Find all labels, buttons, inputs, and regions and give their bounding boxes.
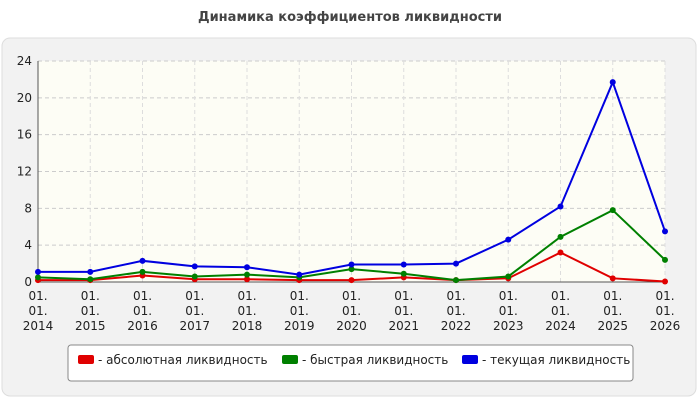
- y-tick-label: 4: [24, 238, 32, 252]
- y-tick-label: 0: [24, 275, 32, 289]
- point: [557, 233, 564, 240]
- point: [662, 278, 668, 285]
- x-tick-label: 01. 01. 2017: [179, 289, 210, 333]
- y-tick-label: 16: [17, 128, 32, 142]
- point: [662, 228, 668, 235]
- point: [609, 79, 616, 86]
- point: [400, 270, 407, 277]
- point: [348, 277, 355, 284]
- point: [191, 273, 198, 280]
- legend-label: - абсолютная ликвидность: [98, 353, 268, 367]
- x-tick-label: 01. 01. 2021: [388, 289, 419, 333]
- point: [453, 260, 459, 267]
- legend: [67, 344, 634, 382]
- point: [244, 276, 250, 283]
- x-tick-label: 01. 01. 2015: [75, 289, 106, 333]
- x-tick-label: 01. 01. 2018: [232, 289, 263, 333]
- point: [35, 268, 41, 275]
- point: [191, 263, 198, 270]
- point: [557, 249, 564, 256]
- y-tick-label: 12: [17, 165, 32, 179]
- point: [505, 236, 512, 243]
- x-tick-label: 01. 01. 2020: [336, 289, 367, 333]
- point: [505, 273, 512, 280]
- point: [139, 257, 146, 264]
- point: [35, 274, 41, 281]
- point: [609, 275, 616, 282]
- legend-label: - быстрая ликвидность: [302, 353, 448, 367]
- point: [348, 261, 355, 268]
- point: [400, 261, 407, 268]
- x-tick-label: 01. 01. 2022: [441, 289, 472, 333]
- x-tick-label: 01. 01. 2019: [284, 289, 315, 333]
- x-tick-label: 01. 01. 2026: [650, 289, 681, 333]
- point: [453, 277, 459, 284]
- y-tick-label: 20: [17, 91, 32, 105]
- y-tick-label: 8: [24, 201, 32, 215]
- point: [557, 203, 564, 210]
- legend-label: - текущая ликвидность: [482, 353, 630, 367]
- x-tick-label: 01. 01. 2016: [127, 289, 158, 333]
- point: [139, 268, 146, 275]
- chart-title: Динамика коэффициентов ликвидности: [198, 10, 502, 25]
- y-tick-label: 24: [17, 54, 32, 68]
- x-tick-label: 01. 01. 2025: [597, 289, 628, 333]
- point: [609, 207, 616, 214]
- point: [244, 264, 250, 271]
- legend-swatch: [462, 355, 478, 364]
- point: [244, 271, 250, 278]
- point: [87, 268, 94, 275]
- point: [348, 266, 355, 273]
- legend-swatch: [78, 355, 94, 364]
- legend-swatch: [282, 355, 298, 364]
- x-tick-label: 01. 01. 2014: [23, 289, 54, 333]
- x-tick-label: 01. 01. 2023: [493, 289, 524, 333]
- point: [87, 276, 94, 283]
- x-tick-label: 01. 01. 2024: [545, 289, 576, 333]
- point: [662, 256, 668, 263]
- point: [296, 271, 303, 278]
